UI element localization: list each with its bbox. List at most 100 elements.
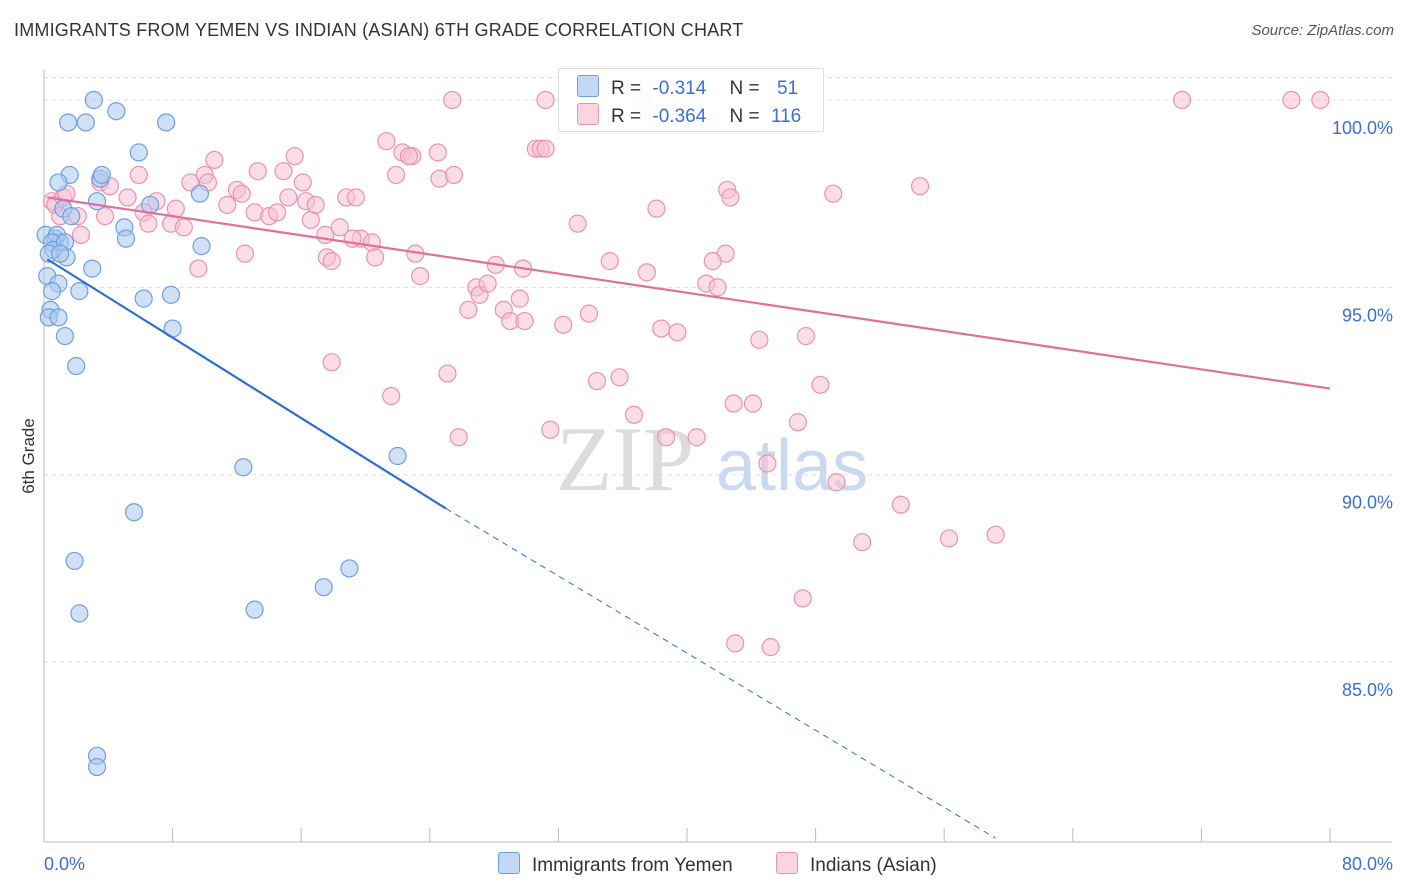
legend-swatch-pink (577, 103, 599, 125)
legend-swatch-blue (577, 75, 599, 97)
point-indians (362, 233, 382, 252)
point-indians (438, 364, 457, 383)
legend-r-label: R = (611, 106, 642, 127)
chart-title: IMMIGRANTS FROM YEMEN VS INDIAN (ASIAN) … (14, 20, 744, 40)
point-indians (301, 210, 320, 230)
point-yemen (49, 173, 68, 192)
point-indians (910, 177, 930, 196)
point-indians (478, 274, 497, 293)
point-indians (428, 143, 447, 162)
point-indians (377, 132, 396, 151)
legend-n-value: 116 (770, 106, 802, 127)
point-indians (637, 263, 656, 282)
point-indians (274, 162, 293, 181)
point-indians (382, 386, 401, 406)
trend-lines (46, 196, 1331, 839)
point-indians (827, 473, 846, 492)
point-yemen (55, 326, 74, 346)
point-indians (652, 319, 671, 338)
point-yemen (76, 113, 95, 132)
point-yemen (83, 259, 102, 278)
point-indians (600, 252, 619, 271)
watermark-zip: ZIP (556, 408, 694, 510)
point-indians (853, 533, 872, 552)
legend-item-yemen[interactable]: Immigrants from Yemen (498, 852, 733, 877)
legend-label-yemen: Immigrants from Yemen (532, 855, 733, 876)
point-yemen (157, 113, 176, 132)
point-indians (758, 454, 777, 473)
point-indians (726, 634, 745, 653)
point-indians (724, 394, 743, 413)
point-indians (750, 330, 769, 349)
series-indians-points (42, 90, 1330, 657)
point-indians (174, 218, 193, 237)
point-yemen (129, 143, 148, 162)
point-yemen (59, 113, 78, 132)
axis-labels: 85.0% 90.0% 95.0% 100.0% 0.0% 80.0% 6th Grade (19, 118, 1393, 874)
point-indians (444, 165, 464, 185)
legend-label-indians: Indians (Asian) (810, 855, 937, 876)
point-indians (610, 368, 629, 387)
point-yemen (87, 192, 107, 211)
point-indians (71, 225, 91, 244)
y-tick-label: 95.0% (1342, 305, 1393, 325)
point-indians (1173, 90, 1192, 110)
point-yemen (124, 503, 144, 522)
point-indians (235, 244, 255, 263)
point-indians (449, 428, 468, 447)
point-indians (366, 248, 385, 267)
point-indians (891, 495, 910, 514)
point-indians (568, 214, 587, 233)
point-indians (579, 304, 599, 323)
legend-n-label: N = (729, 78, 760, 99)
point-yemen (190, 184, 210, 203)
point-indians (218, 195, 237, 215)
watermark-atlas: atlas (716, 426, 868, 506)
point-indians (587, 371, 607, 391)
point-indians (459, 300, 478, 319)
point-yemen (192, 237, 211, 256)
point-indians (279, 188, 298, 207)
trend-line-yemen-extension (445, 508, 996, 839)
point-indians (322, 252, 341, 271)
point-indians (205, 150, 224, 170)
point-indians (796, 326, 816, 346)
point-indians (515, 311, 534, 331)
point-indians (293, 173, 312, 192)
x-tick-label-max: 80.0% (1342, 854, 1393, 874)
legend-r-value: -0.364 (652, 106, 707, 127)
point-indians (330, 218, 349, 237)
point-indians (939, 529, 959, 548)
series-yemen-points (36, 90, 407, 777)
point-indians (399, 147, 419, 166)
point-indians (708, 278, 727, 297)
legend-swatch-blue (498, 852, 520, 874)
point-yemen (50, 244, 70, 263)
x-tick-label-min: 0.0% (44, 854, 85, 874)
point-indians (267, 203, 287, 222)
point-indians (232, 184, 251, 203)
point-yemen (245, 600, 264, 619)
point-indians (139, 214, 158, 233)
point-yemen (340, 559, 359, 578)
point-yemen (62, 207, 81, 226)
point-yemen (42, 282, 62, 301)
point-indians (761, 638, 780, 657)
point-indians (793, 589, 812, 608)
point-indians (285, 147, 304, 166)
point-yemen (70, 282, 89, 301)
point-indians (687, 428, 706, 447)
point-indians (129, 165, 148, 185)
y-axis-label: 6th Grade (19, 418, 38, 494)
point-indians (811, 375, 830, 394)
point-indians (510, 289, 529, 308)
legend-item-indians[interactable]: Indians (Asian) (776, 852, 937, 877)
legend-r-label: R = (611, 78, 642, 99)
point-yemen (388, 446, 407, 466)
point-indians (411, 267, 430, 286)
point-indians (743, 394, 763, 413)
point-indians (306, 195, 325, 215)
point-indians (624, 405, 644, 424)
point-yemen (65, 551, 84, 571)
